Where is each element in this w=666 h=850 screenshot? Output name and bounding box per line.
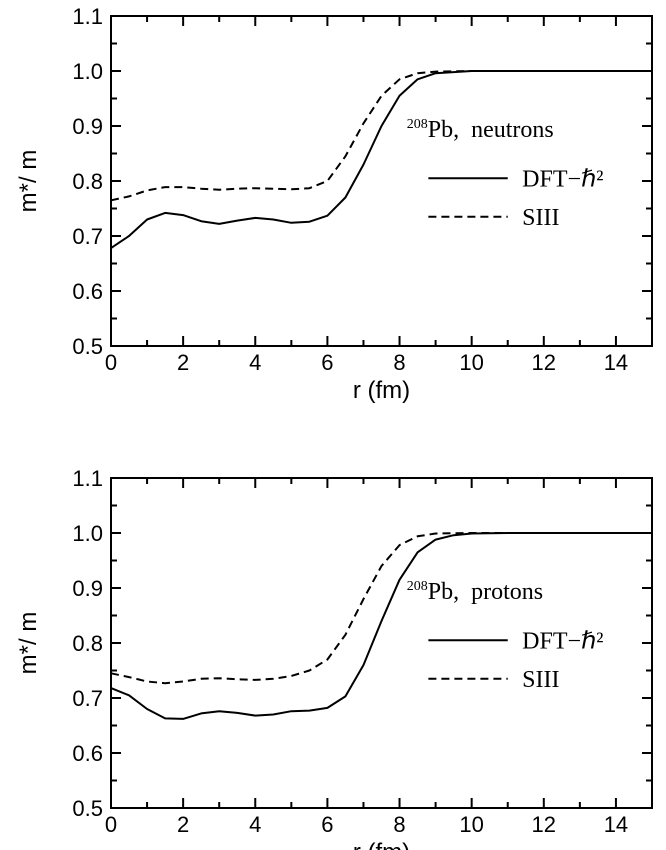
legend-entry: SIII [522,667,559,693]
nucleus-annotation: 208Pb, protons [407,579,543,605]
y-tick-label: 0.8 [72,631,103,656]
x-tick-label: 8 [393,812,405,837]
panel-protons: 0 2 4 6 8 10 12 14 0.5 0.6 0.7 0.8 0.9 1.0 1.1 r (fm) m*… [15,466,653,850]
x-tick-label: 8 [393,350,405,375]
nucleus-annotation: 208Pb, neutrons [407,117,554,143]
x-tick-label: 4 [249,350,261,375]
y-tick-label: 0.5 [72,334,103,359]
element-symbol: Pb, [428,117,471,143]
particle-label: protons [471,579,543,605]
x-axis-label: r (fm) [353,839,410,850]
x-tick-label: 10 [459,812,483,837]
x-tick-label: 0 [105,812,117,837]
series-line-siii [110,532,652,685]
x-tick-label: 2 [177,350,189,375]
y-tick-label: 0.6 [72,279,103,304]
series-line-siii [110,70,652,202]
x-tick-label: 12 [532,812,556,837]
y-tick-label: 0.8 [72,169,103,194]
y-tick-label: 1.0 [72,521,103,546]
x-tick-label: 6 [321,350,333,375]
mass-number: 208 [407,117,428,132]
legend-entry: DFT−ℏ² [522,628,603,654]
x-axis-label: r (fm) [353,377,410,404]
x-tick-label: 2 [177,812,189,837]
y-tick-label: 0.6 [72,741,103,766]
y-axis-label: m*/ m [15,150,42,213]
y-tick-label: 1.1 [72,4,103,29]
y-tick-label: 0.7 [72,686,103,711]
x-tick-label: 0 [105,350,117,375]
y-tick-label: 0.5 [72,796,103,821]
series-line-dft [110,70,652,249]
mass-number: 208 [407,579,428,594]
y-axis-label: m*/ m [15,612,42,675]
x-tick-label: 6 [321,812,333,837]
x-tick-label: 14 [604,812,628,837]
particle-label: neutrons [471,117,554,143]
x-tick-label: 4 [249,812,261,837]
x-tick-label: 12 [532,350,556,375]
panel-neutrons: 0 2 4 6 8 10 12 14 0.5 0.6 0.7 0.8 0.9 1.0 1.1 r (fm) m*… [15,4,653,404]
x-tick-label: 14 [604,350,628,375]
legend-entry: SIII [522,205,559,231]
y-tick-label: 0.7 [72,224,103,249]
x-tick-label: 10 [459,350,483,375]
series-line-dft [110,532,652,720]
legend-entry: DFT−ℏ² [522,166,603,192]
y-tick-label: 1.0 [72,59,103,84]
y-tick-label: 0.9 [72,114,103,139]
y-tick-label: 0.9 [72,576,103,601]
element-symbol: Pb, [428,579,471,605]
y-tick-label: 1.1 [72,466,103,491]
